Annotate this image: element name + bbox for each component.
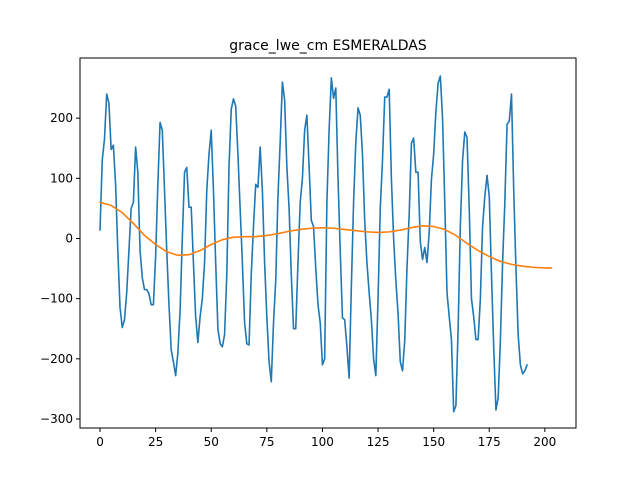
- x-tick-label: 0: [96, 435, 104, 449]
- x-tick-label: 125: [367, 435, 390, 449]
- y-tick-label: 0: [65, 231, 73, 245]
- y-tick-label: −200: [40, 352, 73, 366]
- x-tick-label: 100: [311, 435, 334, 449]
- x-tick-label: 175: [478, 435, 501, 449]
- series-line-1: [99, 75, 528, 413]
- x-tick-label: 25: [148, 435, 163, 449]
- series-layer: [99, 75, 553, 413]
- x-tick-label: 50: [204, 435, 219, 449]
- x-tick-label: 75: [259, 435, 274, 449]
- y-tick-label: 200: [50, 111, 73, 125]
- x-tick-label: 200: [533, 435, 556, 449]
- y-axis: −300 −200 −100 0 100 200: [40, 111, 80, 426]
- x-axis: 0 25 50 75 100 125 150 175 200: [96, 428, 556, 449]
- x-tick-label: 150: [422, 435, 445, 449]
- chart-title: grace_lwe_cm ESMERALDAS: [229, 38, 427, 54]
- y-tick-label: −100: [40, 292, 73, 306]
- series-line-2: [99, 201, 553, 269]
- y-tick-label: 100: [50, 171, 73, 185]
- axes-frame: [79, 57, 577, 429]
- y-tick-label: −300: [40, 412, 73, 426]
